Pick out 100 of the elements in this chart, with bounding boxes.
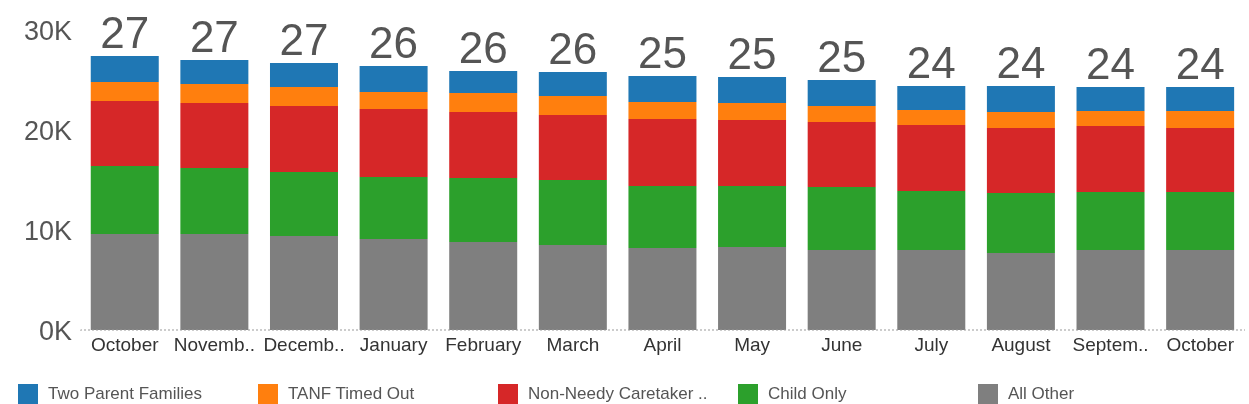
bar [538,180,607,245]
bar [1166,128,1235,192]
x-tick-label: October [91,334,160,356]
x-tick-label: March [546,334,600,356]
bar [807,106,876,122]
bar [628,102,697,119]
bar [897,86,966,110]
bar [269,172,338,236]
x-tick-label: August [991,334,1052,356]
bar [807,80,876,106]
bar [449,71,518,93]
bar [359,66,428,92]
bar [986,86,1055,112]
bar [90,56,159,82]
bar [628,186,697,248]
total-label: 26 [369,18,419,67]
bar [807,250,876,330]
total-label: 24 [1086,39,1135,88]
bar [807,187,876,250]
total-label: 24 [996,38,1046,87]
x-tick-label: October [1166,334,1235,356]
bar [986,253,1055,330]
bar [718,103,787,120]
bar [538,72,607,96]
bar [986,193,1055,253]
bar [359,109,428,177]
x-tick-label: Septem.. [1072,334,1149,356]
bar [449,93,518,112]
total-label: 26 [458,23,508,72]
bar [538,96,607,115]
bar [449,242,518,330]
bar [986,128,1055,193]
bar [90,101,159,166]
bar [449,112,518,178]
total-label: 27 [100,8,150,57]
x-tick-label: February [445,334,522,356]
bar [90,234,159,330]
bar [180,103,249,168]
bar [269,236,338,330]
bar [986,112,1055,128]
bar [1166,111,1235,128]
bar [1076,111,1145,126]
bar [628,76,697,102]
bar [1166,87,1235,111]
total-label: 24 [1175,39,1225,88]
y-tick-label: 0K [38,315,72,346]
bar [180,60,249,84]
bar [90,82,159,101]
x-tick-label: January [359,334,428,356]
bar [897,191,966,250]
y-tick-label: 20K [23,115,72,146]
bar [180,84,249,103]
x-tick-label: Decemb.. [263,334,345,356]
legend-label: Two Parent Families [48,384,202,404]
bar [359,239,428,330]
total-label: 24 [906,38,956,87]
x-tick-label: July [914,334,949,356]
bar [897,125,966,191]
bar [180,234,249,330]
bar [1076,250,1145,330]
bar [718,120,787,186]
bar [897,110,966,125]
bar [1166,250,1235,330]
legend-label: TANF Timed Out [288,384,415,404]
bar [718,247,787,330]
legend-label: Non-Needy Caretaker .. [528,384,708,404]
x-tick-label: May [734,334,771,356]
bar [180,168,249,234]
total-label: 27 [279,15,329,64]
legend-label: All Other [1008,384,1075,404]
bar [1076,87,1145,111]
total-label: 25 [637,28,687,77]
bar [359,177,428,239]
total-label: 25 [817,32,867,81]
y-tick-label: 30K [23,15,72,46]
bar [807,122,876,187]
bar [718,186,787,247]
bar [628,248,697,330]
bar [538,115,607,180]
bar [1166,192,1235,250]
bar [538,245,607,330]
x-tick-label: June [821,334,863,356]
y-tick-label: 10K [23,215,72,246]
total-label: 25 [727,29,777,78]
total-label: 27 [189,12,239,61]
bar [449,178,518,242]
bar [628,119,697,186]
bar [90,166,159,234]
bar [1076,192,1145,250]
bar [269,106,338,172]
bar [718,77,787,103]
total-label: 26 [548,24,598,73]
bar [1076,126,1145,192]
x-tick-label: April [643,334,682,356]
bar [897,250,966,330]
bar [269,63,338,87]
x-tick-label: Novemb.. [173,334,256,356]
bar [269,87,338,106]
bar [359,92,428,109]
legend-label: Child Only [768,384,847,404]
